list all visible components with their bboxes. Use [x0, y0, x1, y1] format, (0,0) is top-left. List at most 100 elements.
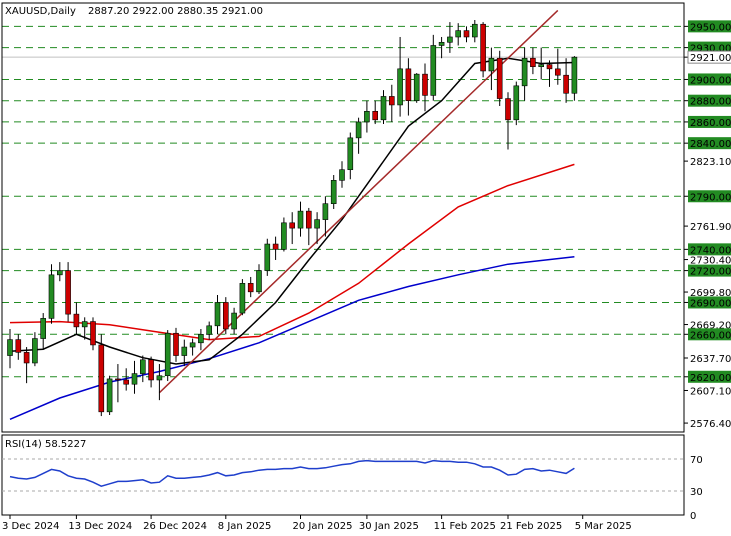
price-tick-label: 2620.00 [690, 373, 731, 384]
candle-body [156, 375, 163, 381]
price-tick-label: 2921.00 [690, 53, 731, 64]
candle-body [397, 68, 403, 106]
candle-body [281, 222, 287, 250]
candle-body [173, 332, 179, 356]
candle-body [538, 64, 545, 68]
price-tick-label: 2950.00 [690, 22, 731, 33]
candle-body [23, 352, 30, 364]
candle-body [272, 243, 279, 250]
candle-body [56, 270, 63, 276]
rsi-label: RSI(14) 58.5227 [5, 439, 86, 450]
candle-body [123, 379, 129, 385]
candle-body [65, 270, 71, 315]
price-tick-box [688, 115, 731, 128]
candle-body [480, 23, 486, 72]
date-tick-label: 20 Jan 2025 [293, 521, 353, 532]
candle-body [115, 378, 121, 381]
candle-body [455, 30, 462, 38]
candle-body [40, 318, 47, 339]
chart-ohlc: 2887.20 2922.00 2880.35 2921.00 [88, 6, 263, 17]
candle-body [563, 74, 569, 94]
candle-body [131, 373, 138, 385]
candle-body [247, 283, 254, 293]
date-tick-label: 13 Dec 2024 [68, 521, 132, 532]
candle-body [488, 57, 495, 72]
price-tick-label: 2660.00 [690, 330, 731, 341]
candle-body [256, 270, 262, 293]
candle-body [181, 346, 188, 356]
candle-body [206, 325, 212, 335]
price-tick-box [688, 370, 731, 383]
price-tick-label: 2730.40 [690, 256, 731, 267]
price-tick-box [688, 73, 731, 86]
candle-body [530, 57, 536, 68]
date-tick-label: 21 Feb 2025 [500, 521, 562, 532]
rsi-tick-label: 0 [690, 511, 696, 522]
price-tick-label: 2761.90 [690, 222, 731, 233]
price-tick-label: 2607.10 [690, 386, 731, 397]
rsi-panel-frame [1, 434, 685, 516]
candle-body [214, 302, 221, 327]
candle-body [231, 312, 237, 330]
candle-body [305, 210, 312, 229]
price-tick-box [688, 137, 731, 150]
candle-body [98, 344, 105, 413]
candle-body [106, 378, 113, 413]
candle-body [148, 359, 154, 381]
date-tick-label: 26 Dec 2024 [143, 521, 207, 532]
date-tick-label: 5 Mar 2025 [575, 521, 632, 532]
candle-body [355, 121, 362, 139]
candle-body [471, 23, 478, 38]
candle-body [81, 321, 88, 328]
candle-body [48, 274, 55, 319]
chart-symbol: XAUUSD,Daily [5, 6, 76, 17]
candle-body [198, 334, 204, 344]
date-tick-label: 8 Jan 2025 [218, 521, 272, 532]
rsi-tick-label: 30 [690, 487, 703, 498]
price-tick-label: 2900.00 [690, 75, 731, 86]
price-tick-box [688, 190, 731, 203]
candle-body [438, 41, 445, 46]
price-tick-label: 2880.00 [690, 97, 731, 108]
candle-body [513, 85, 520, 121]
candle-body [496, 57, 503, 99]
price-tick-label: 2740.00 [690, 245, 731, 256]
candle-body [388, 96, 395, 106]
candle-body [554, 68, 561, 76]
candle-body [239, 283, 246, 314]
price-tick-label: 2823.10 [690, 157, 731, 168]
rsi-line [9, 459, 575, 488]
price-tick-label: 2840.00 [690, 139, 731, 150]
date-tick-label: 11 Feb 2025 [434, 521, 496, 532]
price-tick-label: 2637.70 [690, 354, 731, 365]
candle-body [571, 56, 578, 94]
candle-body [380, 96, 387, 121]
price-tick-box [688, 243, 731, 256]
candle-body [330, 180, 337, 204]
candle-body [405, 68, 412, 101]
candle-body [339, 169, 345, 181]
price-panel-frame [1, 2, 685, 433]
candle-body [314, 219, 320, 229]
candle-body [264, 243, 271, 271]
candle-body [140, 359, 146, 374]
candle-body [322, 203, 329, 220]
price-tick-box [688, 296, 731, 309]
candle-body [364, 111, 370, 123]
candle-body [223, 302, 229, 330]
price-tick-box [688, 41, 731, 54]
price-tick-label: 2690.00 [690, 298, 731, 309]
candle-body [73, 313, 80, 328]
ma-mid-line [9, 163, 575, 341]
candle-body [546, 64, 553, 70]
candle-body [164, 332, 171, 377]
price-tick-label: 2930.00 [690, 44, 731, 55]
candle-body [7, 339, 13, 356]
candle-body [422, 73, 428, 96]
price-tick-label: 2576.40 [690, 419, 731, 430]
candle-body [372, 111, 379, 121]
price-tick-label: 2720.00 [690, 267, 731, 278]
rsi-tick-label: 70 [690, 455, 703, 466]
price-tick-label: 2860.00 [690, 118, 731, 129]
price-tick-label: 2699.80 [690, 288, 731, 299]
